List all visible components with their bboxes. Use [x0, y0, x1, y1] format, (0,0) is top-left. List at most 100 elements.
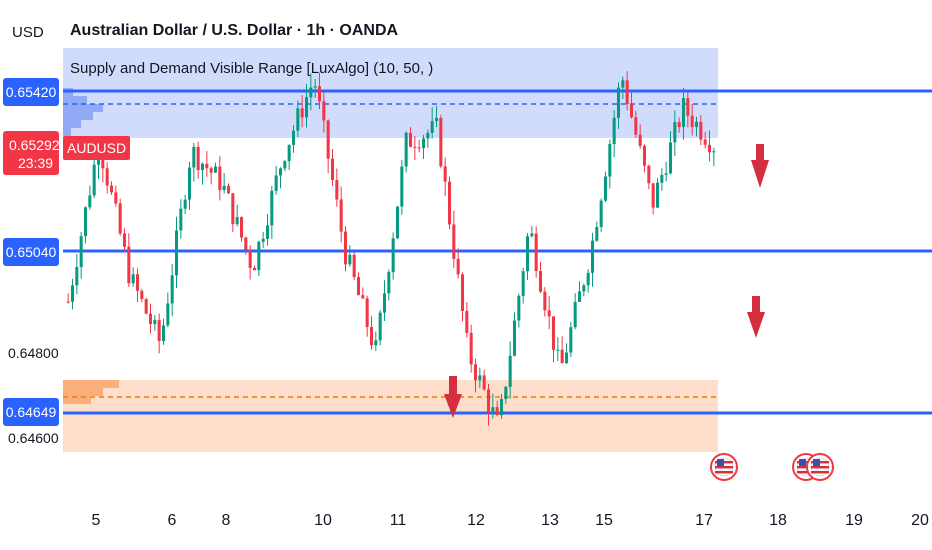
candle-bull	[378, 312, 382, 341]
price-label-64800: 0.64800	[8, 345, 59, 361]
candle-bull	[222, 185, 226, 191]
candle-bear	[452, 224, 456, 259]
candle-bear	[209, 168, 213, 173]
candle-bull	[603, 176, 608, 201]
candle-bull	[161, 325, 166, 342]
candle-bear	[543, 291, 547, 311]
current-price: 0.65292	[9, 137, 60, 153]
candle-bull	[274, 175, 278, 191]
candle-bull	[478, 375, 482, 381]
x-tick-label: 11	[389, 512, 407, 529]
candle-bull	[287, 144, 291, 162]
candle-bull	[599, 200, 603, 227]
candle-bear	[369, 327, 374, 346]
candle-bull	[564, 352, 569, 364]
candle-bull	[491, 407, 495, 412]
candle-bear	[629, 103, 634, 118]
demand-zone	[63, 380, 718, 452]
candle-bull	[70, 285, 75, 302]
candle-bull	[590, 240, 595, 273]
candle-bull	[595, 226, 599, 241]
candle-bull	[577, 291, 582, 302]
candle-bear	[335, 180, 339, 200]
bar-countdown: 23:39	[17, 155, 53, 171]
down-arrow-icon	[444, 376, 462, 418]
candle-bull	[92, 164, 96, 196]
current-price-tag: 0.65292 23:39	[3, 131, 60, 175]
candle-bull	[374, 340, 378, 346]
candle-bear	[361, 295, 365, 299]
candle-bull	[309, 87, 313, 98]
x-tick-label: 6	[167, 512, 177, 529]
candle-bear	[677, 122, 681, 128]
us-flag-icon[interactable]	[806, 453, 834, 481]
candle-bull	[573, 301, 577, 328]
candle-bear	[703, 139, 707, 145]
candle-bull	[608, 144, 612, 177]
candle-bear	[231, 193, 235, 225]
candle-bull	[278, 168, 283, 176]
candle-bull	[183, 199, 187, 209]
x-tick-label: 15	[595, 512, 613, 529]
candle-bear	[495, 407, 499, 416]
support-price-tag: 0.64649	[3, 398, 59, 426]
candle-bull	[616, 87, 621, 118]
candle-bear	[244, 237, 248, 250]
candle-bear	[642, 145, 647, 166]
candle-bear	[482, 375, 486, 390]
candle-bull	[75, 267, 79, 286]
candle-bull	[504, 386, 508, 400]
candle-bear	[690, 115, 694, 128]
candle-bull	[153, 319, 157, 325]
candle-bear	[101, 155, 105, 169]
candle-bear	[322, 101, 326, 121]
middle-price-tag: 0.65040	[3, 238, 59, 266]
candle-bear	[634, 117, 638, 135]
candle-bull	[426, 132, 430, 139]
candle-bear	[109, 185, 114, 193]
candle-bear	[417, 147, 421, 149]
candle-bear	[365, 298, 369, 328]
chart-title: Australian Dollar / U.S. Dollar · 1h · O…	[70, 22, 399, 39]
x-tick-label: 19	[845, 512, 863, 529]
candle-bull	[499, 399, 504, 416]
candle-bear	[205, 163, 209, 169]
candle-bear	[443, 166, 447, 182]
candle-bull	[556, 349, 560, 351]
candle-bull	[512, 320, 517, 356]
candle-bear	[218, 166, 222, 191]
candle-bull	[192, 146, 196, 168]
candle-bull	[668, 142, 673, 174]
candle-bull	[421, 138, 426, 149]
candle-bull	[434, 117, 439, 122]
candles	[66, 71, 716, 426]
currency-label: USD	[12, 24, 44, 41]
x-tick-label: 13	[541, 512, 559, 529]
candle-bull	[517, 295, 521, 321]
candle-bear	[326, 120, 330, 159]
candle-bear	[300, 108, 304, 118]
candle-bear	[551, 316, 556, 350]
x-tick-label: 20	[911, 512, 929, 529]
candle-bear	[148, 313, 153, 325]
candle-bear	[439, 117, 443, 167]
candle-bull	[270, 190, 274, 226]
candle-bear	[460, 274, 465, 311]
symbol-name-tag: AUDUSD	[63, 136, 131, 160]
candle-bear	[239, 217, 244, 238]
candle-bear	[114, 192, 118, 204]
candle-bull	[166, 303, 170, 326]
candle-bull	[348, 254, 352, 265]
candle-bear	[465, 310, 469, 333]
supply-zone	[63, 48, 718, 138]
resistance-price-tag: 0.65420	[3, 78, 59, 106]
candle-bull	[673, 122, 677, 143]
indicator-label[interactable]: Supply and Demand Visible Range [LuxAlgo…	[70, 60, 434, 77]
candle-bull	[681, 98, 686, 128]
candle-bull	[131, 274, 135, 284]
candle-bull	[382, 293, 387, 313]
us-flag-icon[interactable]	[710, 453, 738, 481]
candle-bull	[179, 208, 183, 231]
candle-bear	[486, 389, 491, 412]
